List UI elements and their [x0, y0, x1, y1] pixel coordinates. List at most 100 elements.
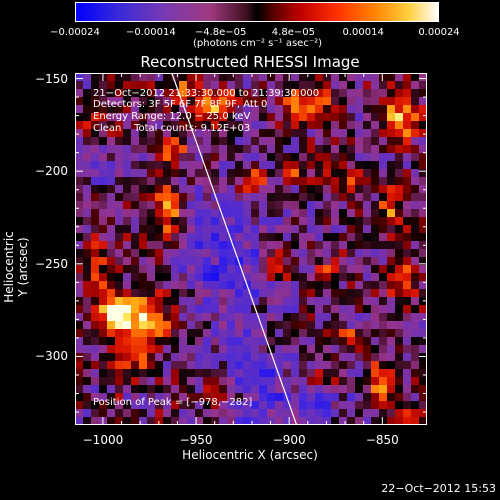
heatmap-cell: [379, 137, 388, 146]
heatmap-cell: [211, 377, 220, 386]
heatmap-cell: [139, 297, 148, 306]
heatmap-cell: [155, 185, 164, 194]
heatmap-cell: [363, 321, 372, 330]
heatmap-cell: [339, 417, 348, 425]
heatmap-cell: [251, 177, 260, 186]
heatmap-cell: [419, 393, 427, 402]
heatmap-cell: [155, 233, 164, 242]
heatmap-cell: [347, 257, 356, 266]
heatmap-cell: [139, 73, 148, 82]
heatmap-cell: [227, 153, 236, 162]
heatmap-cell: [115, 129, 124, 138]
heatmap-cell: [227, 345, 236, 354]
heatmap-cell: [83, 329, 92, 338]
heatmap-cell: [363, 385, 372, 394]
heatmap-cell: [371, 401, 380, 410]
heatmap-cell: [91, 121, 100, 130]
heatmap-cell: [243, 329, 252, 338]
heatmap-cell: [91, 305, 100, 314]
heatmap-cell: [307, 401, 316, 410]
heatmap-cell: [419, 281, 427, 290]
heatmap-cell: [371, 129, 380, 138]
heatmap-cell: [187, 193, 196, 202]
heatmap-cell: [123, 377, 132, 386]
heatmap-cell: [115, 217, 124, 226]
colorbar: [75, 2, 439, 22]
heatmap-cell: [315, 297, 324, 306]
heatmap-cell: [259, 257, 268, 266]
heatmap-cell: [347, 273, 356, 282]
heatmap-cell: [347, 289, 356, 298]
heatmap-cell: [323, 353, 332, 362]
heatmap-cell: [419, 249, 427, 258]
heatmap-cell: [387, 169, 396, 178]
heatmap-cell: [379, 345, 388, 354]
heatmap-cell: [347, 329, 356, 338]
heatmap-cell: [387, 241, 396, 250]
heatmap-cell: [107, 185, 116, 194]
heatmap-cell: [163, 241, 172, 250]
heatmap-cell: [307, 105, 316, 114]
heatmap-cell: [395, 361, 404, 370]
heatmap-cell: [75, 193, 84, 202]
heatmap-cell: [211, 393, 220, 402]
heatmap-cell: [291, 281, 300, 290]
heatmap-cell: [387, 153, 396, 162]
heatmap-cell: [251, 217, 260, 226]
heatmap-cell: [83, 185, 92, 194]
heatmap-cell: [91, 289, 100, 298]
heatmap-cell: [83, 161, 92, 170]
heatmap-cell: [163, 273, 172, 282]
heatmap-cell: [355, 369, 364, 378]
heatmap-cell: [107, 401, 116, 410]
heatmap-cell: [259, 201, 268, 210]
heatmap-cell: [259, 169, 268, 178]
heatmap-cell: [323, 409, 332, 418]
heatmap-cell: [283, 145, 292, 154]
heatmap-cell: [91, 241, 100, 250]
heatmap-cell: [187, 273, 196, 282]
heatmap-cell: [187, 209, 196, 218]
heatmap-cell: [235, 233, 244, 242]
heatmap-cell: [123, 81, 132, 90]
heatmap-cell: [227, 393, 236, 402]
heatmap-cell: [195, 193, 204, 202]
heatmap-cell: [403, 393, 412, 402]
heatmap-cell: [171, 305, 180, 314]
heatmap-cell: [107, 169, 116, 178]
heatmap-cell: [419, 201, 427, 210]
heatmap-cell: [171, 273, 180, 282]
heatmap-cell: [235, 73, 244, 82]
heatmap-cell: [331, 417, 340, 425]
heatmap-cell: [171, 225, 180, 234]
heatmap-cell: [299, 297, 308, 306]
heatmap-cell: [235, 121, 244, 130]
heatmap-cell: [379, 113, 388, 122]
heatmap-cell: [91, 249, 100, 258]
heatmap-cell: [219, 145, 228, 154]
heatmap-cell: [91, 137, 100, 146]
heatmap-cell: [403, 129, 412, 138]
heatmap-cell: [107, 385, 116, 394]
heatmap-cell: [267, 225, 276, 234]
heatmap-cell: [179, 345, 188, 354]
heatmap-cell: [203, 409, 212, 418]
heatmap-cell: [163, 353, 172, 362]
heatmap-cell: [235, 273, 244, 282]
heatmap-cell: [115, 385, 124, 394]
heatmap-cell: [411, 353, 420, 362]
heatmap-cell: [107, 209, 116, 218]
heatmap-cell: [355, 249, 364, 258]
heatmap-cell: [99, 185, 108, 194]
heatmap-cell: [107, 345, 116, 354]
heatmap-cell: [395, 121, 404, 130]
heatmap-cell: [179, 393, 188, 402]
heatmap-cell: [195, 329, 204, 338]
heatmap-cell: [139, 273, 148, 282]
heatmap-cell: [307, 273, 316, 282]
heatmap-cell: [379, 97, 388, 106]
heatmap-cell: [259, 305, 268, 314]
heatmap-cell: [275, 145, 284, 154]
solar-limb-line: [171, 73, 298, 425]
heatmap-cell: [259, 241, 268, 250]
